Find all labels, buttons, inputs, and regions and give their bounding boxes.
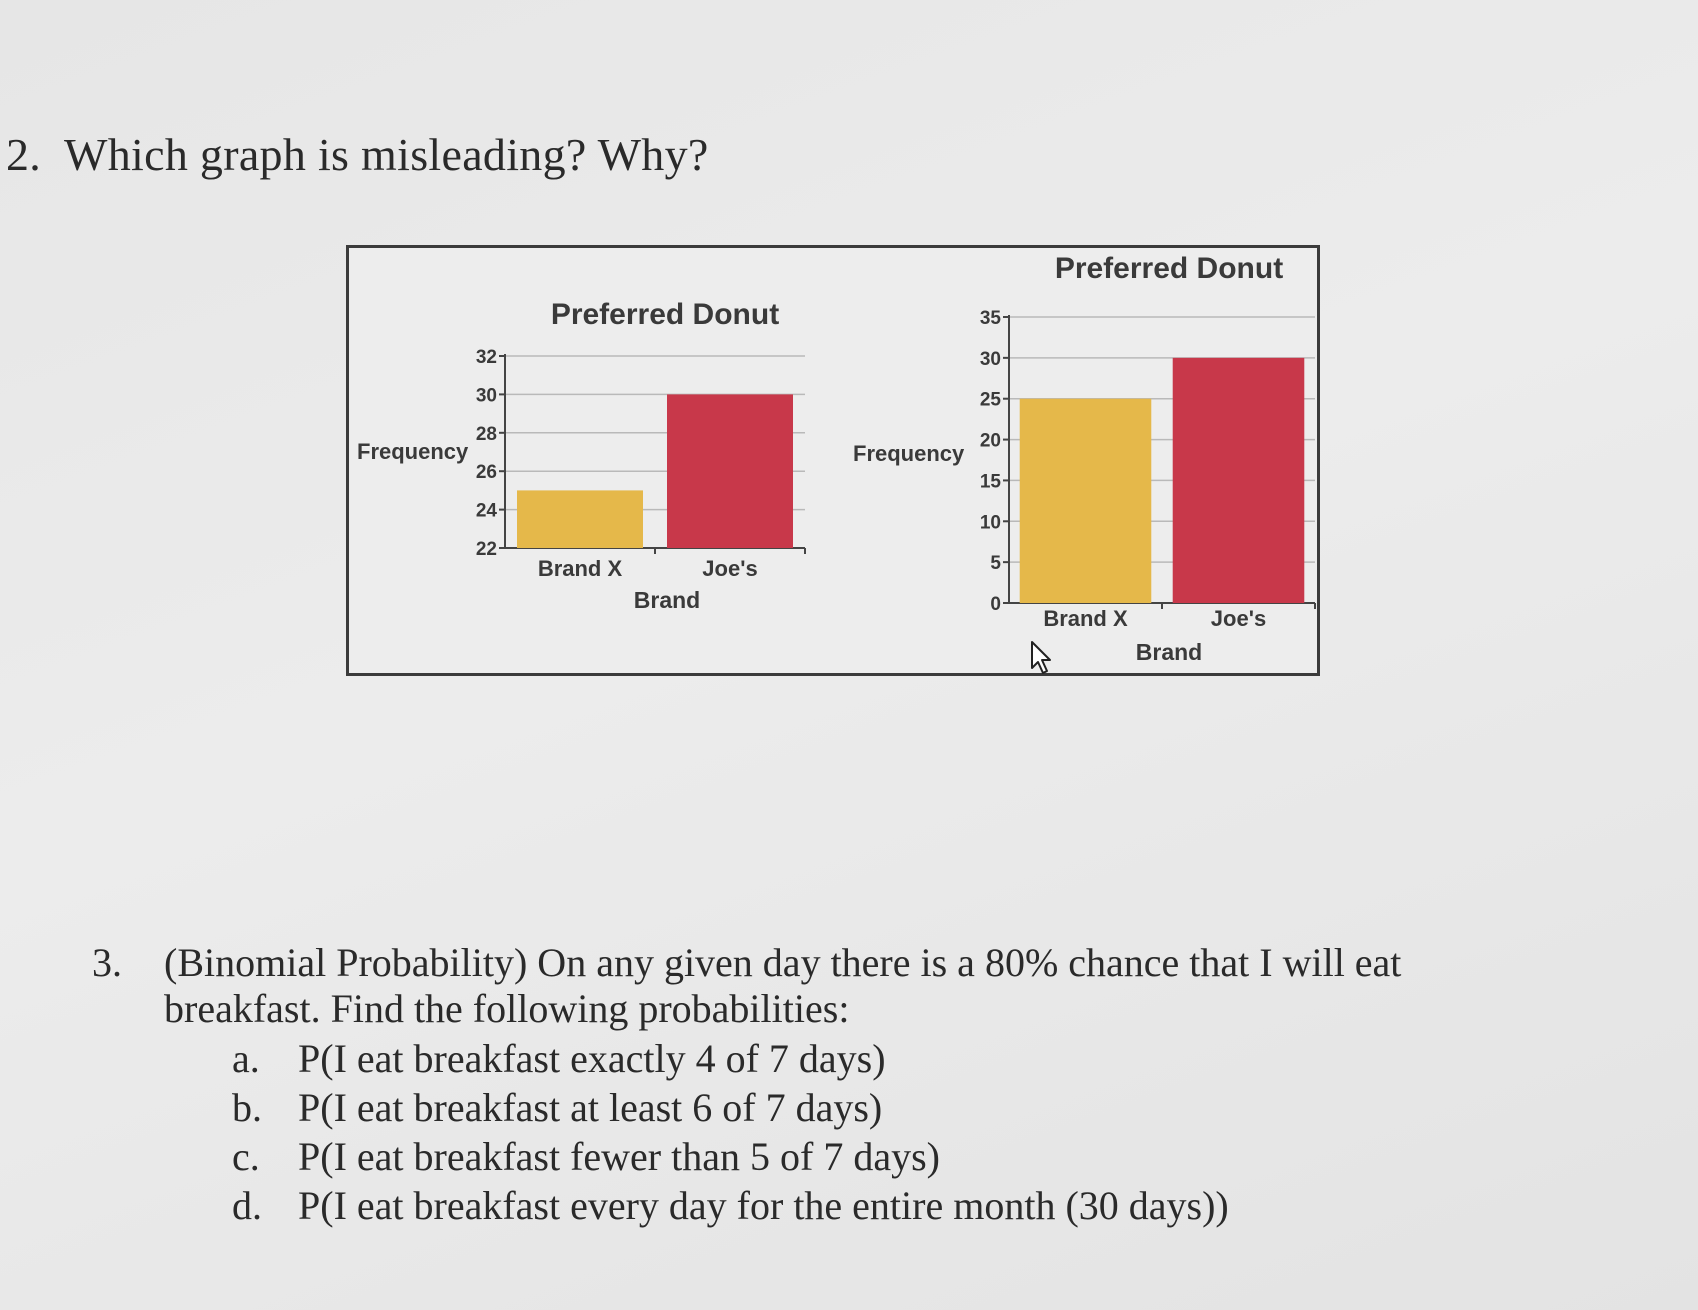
bar-joes bbox=[667, 394, 793, 548]
item-label: b. bbox=[232, 1085, 262, 1130]
item-text: P(I eat breakfast fewer than 5 of 7 days… bbox=[298, 1134, 940, 1179]
question-3-items: a. P(I eat breakfast exactly 4 of 7 days)… bbox=[92, 1036, 1572, 1232]
question-2-text: Which graph is misleading? Why? bbox=[64, 129, 709, 180]
y-tick-label: 25 bbox=[980, 390, 1002, 411]
question-3-item-a: a. P(I eat breakfast exactly 4 of 7 days) bbox=[92, 1036, 1572, 1085]
y-tick-label: 28 bbox=[476, 424, 497, 445]
question-2-number: 2. bbox=[6, 129, 42, 180]
y-tick-label: 10 bbox=[980, 512, 1001, 533]
item-label: d. bbox=[232, 1183, 262, 1228]
x-category-label: Brand X bbox=[1043, 606, 1128, 631]
item-label: a. bbox=[232, 1036, 260, 1081]
graphs-frame: 22 24 26 28 30 32 Brand X Joe's Preferred Donut F… bbox=[346, 245, 1320, 676]
y-tick-label: 20 bbox=[980, 431, 1001, 452]
item-text: P(I eat breakfast at least 6 of 7 days) bbox=[298, 1085, 883, 1130]
bar-brand-x bbox=[1019, 398, 1152, 603]
x-category-label: Joe's bbox=[1211, 606, 1266, 631]
mouse-cursor-icon bbox=[1031, 641, 1051, 674]
x-axis-label: Brand bbox=[634, 587, 700, 613]
y-tick-label: 35 bbox=[980, 308, 1002, 329]
item-text: P(I eat breakfast exactly 4 of 7 days) bbox=[298, 1036, 886, 1081]
x-category-label: Joe's bbox=[702, 556, 757, 581]
y-tick-label: 24 bbox=[476, 501, 498, 522]
question-3-item-c: c. P(I eat breakfast fewer than 5 of 7 da… bbox=[92, 1134, 1572, 1183]
y-axis-label: Frequency bbox=[853, 441, 965, 466]
y-tick-label: 0 bbox=[990, 594, 1001, 615]
y-tick-label: 22 bbox=[476, 539, 497, 560]
chart-title: Preferred Donut bbox=[551, 298, 779, 331]
y-tick-label: 15 bbox=[980, 471, 1002, 492]
y-tick-label: 30 bbox=[476, 385, 497, 406]
question-2: 2. Which graph is misleading? Why? bbox=[6, 128, 709, 181]
item-text: P(I eat breakfast every day for the enti… bbox=[298, 1183, 1229, 1228]
question-3-line-1: (Binomial Probability) On any given day … bbox=[164, 940, 1402, 985]
y-tick-label: 32 bbox=[476, 347, 497, 368]
question-3-item-d: d. P(I eat breakfast every day for the en… bbox=[92, 1183, 1572, 1232]
question-3-number: 3. bbox=[92, 940, 122, 985]
charts-svg: 22 24 26 28 30 32 Brand X Joe's Preferred Donut F… bbox=[357, 252, 1316, 665]
y-axis-label: Frequency bbox=[357, 439, 469, 464]
question-3-item-b: b. P(I eat breakfast at least 6 of 7 days… bbox=[92, 1085, 1572, 1134]
question-3-line-2: breakfast. Find the following probabilit… bbox=[164, 986, 850, 1031]
x-category-label: Brand X bbox=[538, 556, 623, 581]
question-3: 3. (Binomial Probability) On any given d… bbox=[92, 940, 1572, 1232]
x-axis-label: Brand bbox=[1136, 639, 1202, 665]
y-tick-label: 30 bbox=[980, 349, 1001, 370]
bar-joes bbox=[1172, 357, 1305, 603]
y-tick-label: 5 bbox=[990, 553, 1001, 574]
bar-brand-x bbox=[517, 490, 643, 548]
item-label: c. bbox=[232, 1134, 260, 1179]
y-tick-label: 26 bbox=[476, 462, 497, 483]
chart-title: Preferred Donut bbox=[1055, 252, 1283, 285]
